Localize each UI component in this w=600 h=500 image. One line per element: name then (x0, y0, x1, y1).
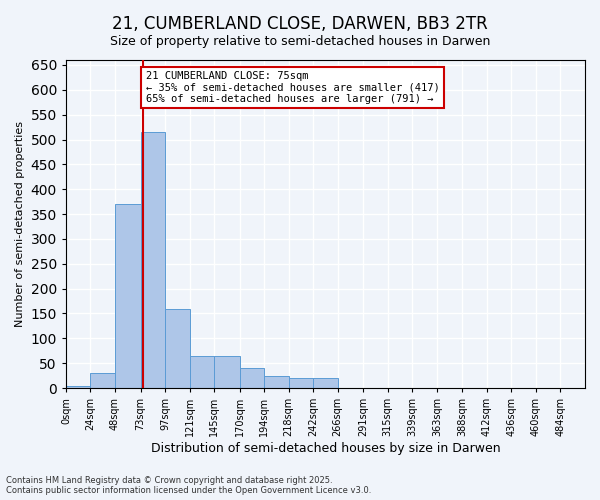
Bar (313, 378, 338, 388)
Bar (239, 368, 264, 388)
Bar (264, 376, 289, 388)
Bar (214, 356, 239, 388)
Bar (165, 308, 190, 388)
Text: Contains HM Land Registry data © Crown copyright and database right 2025.
Contai: Contains HM Land Registry data © Crown c… (6, 476, 371, 495)
Bar (91, 373, 115, 388)
Text: 21, CUMBERLAND CLOSE, DARWEN, BB3 2TR: 21, CUMBERLAND CLOSE, DARWEN, BB3 2TR (112, 15, 488, 33)
Bar (289, 378, 313, 388)
Text: Size of property relative to semi-detached houses in Darwen: Size of property relative to semi-detach… (110, 35, 490, 48)
Y-axis label: Number of semi-detached properties: Number of semi-detached properties (15, 121, 25, 327)
Bar (140, 132, 165, 388)
Bar (190, 356, 214, 388)
Bar (115, 204, 140, 388)
Bar (66, 386, 91, 388)
X-axis label: Distribution of semi-detached houses by size in Darwen: Distribution of semi-detached houses by … (151, 442, 500, 455)
Text: 21 CUMBERLAND CLOSE: 75sqm
← 35% of semi-detached houses are smaller (417)
65% o: 21 CUMBERLAND CLOSE: 75sqm ← 35% of semi… (146, 71, 439, 104)
